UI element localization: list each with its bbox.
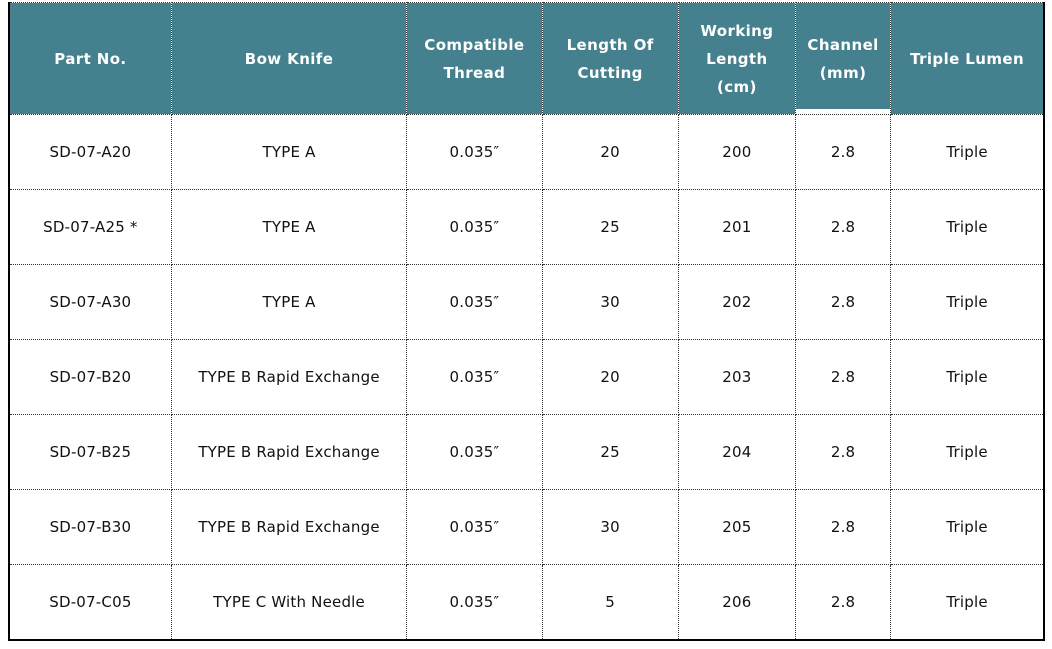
cell-thread: 0.035″	[406, 339, 543, 415]
cell-channel: 2.8	[794, 489, 892, 565]
cell-lumen: Triple	[890, 414, 1045, 490]
cell-channel: 2.8	[794, 564, 892, 640]
cell-working-length: 202	[677, 264, 796, 340]
spec-table-container: Part No. Bow Knife Compatible Thread Len…	[8, 2, 1045, 641]
cell-bow-knife: TYPE A	[170, 264, 408, 340]
table-header: Part No. Bow Knife Compatible Thread Len…	[8, 2, 1045, 115]
cell-cutting-length: 30	[541, 489, 679, 565]
cell-channel: 2.8	[794, 264, 892, 340]
cell-cutting-length: 5	[541, 564, 679, 640]
product-spec-table: Part No. Bow Knife Compatible Thread Len…	[8, 2, 1045, 641]
table-row: SD-07-B25 TYPE B Rapid Exchange 0.035″ 2…	[8, 414, 1045, 490]
cell-bow-knife: TYPE B Rapid Exchange	[170, 414, 408, 490]
column-header-working-length: Working Length (cm)	[677, 2, 796, 115]
cell-bow-knife: TYPE A	[170, 189, 408, 265]
header-row: Part No. Bow Knife Compatible Thread Len…	[8, 2, 1045, 115]
cell-channel: 2.8	[794, 339, 892, 415]
cell-thread: 0.035″	[406, 564, 543, 640]
cell-working-length: 203	[677, 339, 796, 415]
table-row: SD-07-B30 TYPE B Rapid Exchange 0.035″ 3…	[8, 489, 1045, 565]
cell-thread: 0.035″	[406, 414, 543, 490]
cell-thread: 0.035″	[406, 189, 543, 265]
cell-part-no: SD-07-B30	[8, 489, 172, 565]
table-row: SD-07-B20 TYPE B Rapid Exchange 0.035″ 2…	[8, 339, 1045, 415]
cell-cutting-length: 20	[541, 114, 679, 190]
column-header-part-no: Part No.	[8, 2, 172, 115]
column-header-cutting-length: Length Of Cutting	[541, 2, 679, 115]
cell-part-no: SD-07-A20	[8, 114, 172, 190]
column-header-thread: Compatible Thread	[406, 2, 543, 115]
cell-cutting-length: 25	[541, 414, 679, 490]
cell-lumen: Triple	[890, 264, 1045, 340]
cell-channel: 2.8	[794, 114, 892, 190]
cell-bow-knife: TYPE C With Needle	[170, 564, 408, 640]
column-header-bow-knife: Bow Knife	[170, 2, 408, 115]
cell-part-no: SD-07-B25	[8, 414, 172, 490]
cell-thread: 0.035″	[406, 489, 543, 565]
column-header-triple-lumen: Triple Lumen	[890, 2, 1045, 115]
cell-working-length: 204	[677, 414, 796, 490]
cell-cutting-length: 20	[541, 339, 679, 415]
cell-working-length: 205	[677, 489, 796, 565]
cell-thread: 0.035″	[406, 114, 543, 190]
cell-part-no: SD-07-B20	[8, 339, 172, 415]
cell-working-length: 200	[677, 114, 796, 190]
cell-part-no: SD-07-C05	[8, 564, 172, 640]
table-row: SD-07-A20 TYPE A 0.035″ 20 200 2.8 Tripl…	[8, 114, 1045, 190]
cell-cutting-length: 25	[541, 189, 679, 265]
cell-lumen: Triple	[890, 489, 1045, 565]
table-body: SD-07-A20 TYPE A 0.035″ 20 200 2.8 Tripl…	[8, 114, 1045, 640]
cell-cutting-length: 30	[541, 264, 679, 340]
cell-working-length: 201	[677, 189, 796, 265]
column-header-channel: Channel (mm)	[794, 2, 892, 115]
cell-channel: 2.8	[794, 414, 892, 490]
cell-lumen: Triple	[890, 564, 1045, 640]
cell-part-no: SD-07-A30	[8, 264, 172, 340]
cell-part-no: SD-07-A25 *	[8, 189, 172, 265]
cell-lumen: Triple	[890, 189, 1045, 265]
cell-thread: 0.035″	[406, 264, 543, 340]
cell-lumen: Triple	[890, 114, 1045, 190]
table-row: SD-07-A30 TYPE A 0.035″ 30 202 2.8 Tripl…	[8, 264, 1045, 340]
table-row: SD-07-A25 * TYPE A 0.035″ 25 201 2.8 Tri…	[8, 189, 1045, 265]
cell-bow-knife: TYPE B Rapid Exchange	[170, 339, 408, 415]
cell-lumen: Triple	[890, 339, 1045, 415]
cell-bow-knife: TYPE B Rapid Exchange	[170, 489, 408, 565]
cell-bow-knife: TYPE A	[170, 114, 408, 190]
cell-channel: 2.8	[794, 189, 892, 265]
table-row: SD-07-C05 TYPE C With Needle 0.035″ 5 20…	[8, 564, 1045, 640]
cell-working-length: 206	[677, 564, 796, 640]
